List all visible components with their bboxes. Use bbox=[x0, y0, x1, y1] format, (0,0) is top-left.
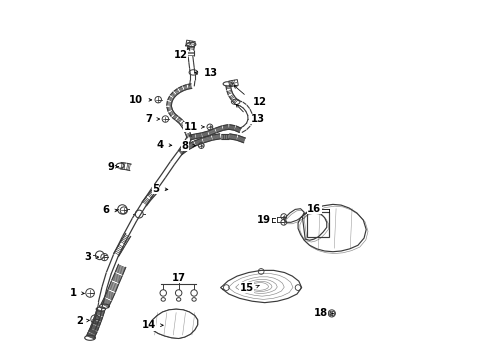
Text: 11: 11 bbox=[183, 122, 197, 132]
Text: 4: 4 bbox=[156, 140, 163, 150]
Text: 12: 12 bbox=[253, 97, 267, 107]
Text: 9: 9 bbox=[107, 162, 114, 172]
Text: 16: 16 bbox=[307, 204, 321, 214]
Text: 15: 15 bbox=[240, 283, 254, 293]
Text: 18: 18 bbox=[314, 309, 327, 318]
Text: 17: 17 bbox=[172, 273, 186, 283]
Text: 13: 13 bbox=[203, 68, 218, 78]
Text: 5: 5 bbox=[152, 184, 159, 194]
Text: 10: 10 bbox=[129, 95, 143, 105]
Text: 13: 13 bbox=[250, 114, 265, 124]
Text: 1: 1 bbox=[69, 288, 76, 298]
Bar bbox=[307, 212, 329, 237]
Text: 6: 6 bbox=[102, 206, 109, 216]
Text: 19: 19 bbox=[257, 215, 271, 225]
Text: 14: 14 bbox=[142, 320, 156, 330]
Text: 8: 8 bbox=[181, 140, 188, 150]
Text: 2: 2 bbox=[76, 316, 83, 326]
Text: 3: 3 bbox=[85, 252, 92, 262]
Text: 12: 12 bbox=[173, 50, 188, 60]
Text: 7: 7 bbox=[146, 114, 152, 124]
